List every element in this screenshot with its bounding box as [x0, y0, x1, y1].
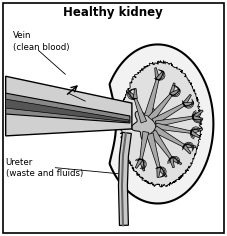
Polygon shape — [190, 128, 203, 134]
Polygon shape — [184, 102, 194, 106]
Polygon shape — [6, 99, 129, 122]
Polygon shape — [169, 157, 174, 168]
Polygon shape — [155, 116, 193, 127]
Polygon shape — [192, 115, 203, 120]
Polygon shape — [156, 71, 164, 81]
Polygon shape — [6, 93, 130, 123]
Polygon shape — [152, 103, 185, 125]
Polygon shape — [119, 60, 202, 187]
Polygon shape — [110, 44, 213, 203]
Polygon shape — [157, 167, 161, 177]
Polygon shape — [144, 79, 159, 117]
Polygon shape — [192, 110, 203, 119]
Polygon shape — [155, 123, 191, 133]
Polygon shape — [6, 76, 132, 136]
Polygon shape — [126, 90, 137, 100]
Text: Healthy kidney: Healthy kidney — [63, 6, 163, 19]
Polygon shape — [148, 94, 172, 121]
Polygon shape — [118, 132, 131, 225]
Polygon shape — [182, 94, 191, 106]
Polygon shape — [153, 126, 185, 147]
Polygon shape — [170, 156, 182, 165]
Polygon shape — [183, 145, 191, 154]
Polygon shape — [134, 98, 147, 123]
Polygon shape — [157, 166, 167, 177]
Polygon shape — [190, 131, 200, 138]
Polygon shape — [169, 83, 175, 95]
Polygon shape — [146, 133, 160, 168]
Polygon shape — [150, 130, 172, 159]
Polygon shape — [184, 144, 196, 148]
Polygon shape — [140, 131, 149, 160]
Polygon shape — [131, 108, 164, 140]
Polygon shape — [155, 68, 160, 80]
Polygon shape — [139, 159, 145, 171]
Text: Ureter
(waste and fluids): Ureter (waste and fluids) — [6, 158, 83, 178]
Polygon shape — [135, 158, 143, 168]
Text: Artery
(blood and waste): Artery (blood and waste) — [6, 83, 83, 103]
Polygon shape — [170, 89, 180, 96]
Text: Vein
(clean blood): Vein (clean blood) — [13, 31, 69, 51]
Polygon shape — [133, 89, 137, 99]
